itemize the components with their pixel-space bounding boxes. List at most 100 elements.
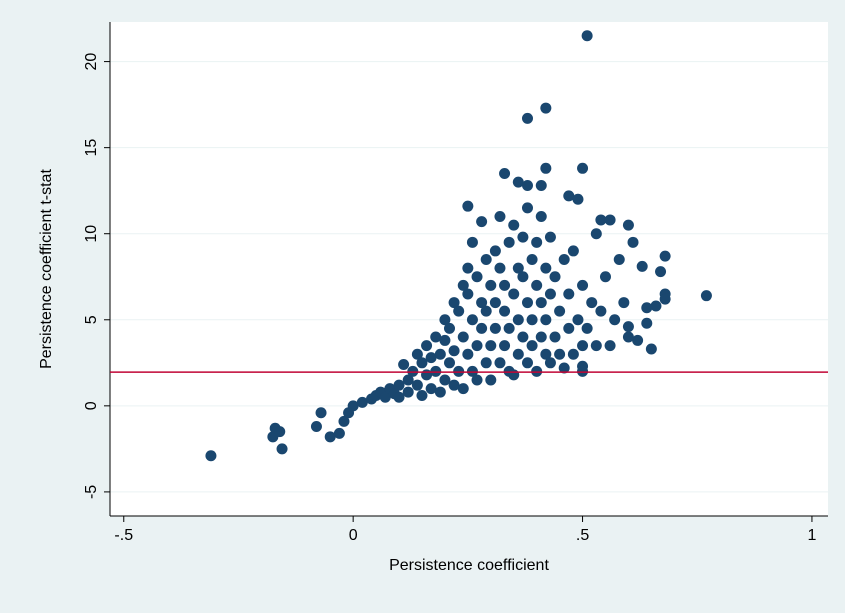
point <box>494 262 506 274</box>
point <box>609 314 621 326</box>
point <box>627 236 639 248</box>
point <box>577 162 589 174</box>
point <box>645 343 657 355</box>
point <box>563 322 575 334</box>
point <box>590 228 602 240</box>
point <box>466 314 478 326</box>
point <box>577 340 589 352</box>
point <box>508 288 520 300</box>
point <box>540 314 552 326</box>
point <box>595 214 607 226</box>
point <box>416 390 428 402</box>
point <box>540 102 552 114</box>
point <box>421 340 433 352</box>
point <box>480 254 492 266</box>
point <box>622 219 634 231</box>
point <box>508 369 520 381</box>
point <box>356 396 368 408</box>
point <box>531 279 543 291</box>
point <box>535 297 547 309</box>
point <box>535 180 547 192</box>
point <box>439 374 451 386</box>
point <box>581 322 593 334</box>
point <box>517 231 529 243</box>
point <box>659 293 671 305</box>
point <box>544 288 556 300</box>
y-tick-label: 20 <box>83 53 100 71</box>
point <box>499 305 511 317</box>
point <box>448 379 460 391</box>
point <box>563 190 575 202</box>
point <box>567 348 579 360</box>
point <box>485 374 497 386</box>
point <box>512 176 524 188</box>
point <box>540 162 552 174</box>
point <box>499 279 511 291</box>
point <box>425 352 437 364</box>
x-axis-title: Persistence coefficient <box>389 557 549 574</box>
point <box>324 431 336 443</box>
point <box>655 266 667 278</box>
point <box>462 288 474 300</box>
point <box>485 279 497 291</box>
point <box>622 321 634 333</box>
point <box>521 112 533 124</box>
y-tick-label: 10 <box>83 225 100 243</box>
point <box>434 348 446 360</box>
point <box>402 386 414 398</box>
point <box>512 348 524 360</box>
point <box>276 443 288 455</box>
point <box>517 331 529 343</box>
point <box>466 236 478 248</box>
point <box>444 322 456 334</box>
point <box>512 314 524 326</box>
point <box>205 450 217 462</box>
point <box>347 400 359 412</box>
point <box>526 340 538 352</box>
point <box>586 297 598 309</box>
point <box>398 359 410 371</box>
point <box>457 383 469 395</box>
point <box>599 271 611 283</box>
point <box>567 245 579 257</box>
point <box>549 271 561 283</box>
point <box>379 391 391 403</box>
point <box>581 30 593 42</box>
point <box>535 211 547 223</box>
point <box>439 334 451 346</box>
point <box>604 340 616 352</box>
point <box>448 297 460 309</box>
x-tick-label: .5 <box>576 527 589 544</box>
point <box>590 340 602 352</box>
point <box>521 297 533 309</box>
point <box>521 202 533 214</box>
point <box>531 236 543 248</box>
point <box>577 279 589 291</box>
point <box>540 348 552 360</box>
point <box>393 391 405 403</box>
point <box>462 262 474 274</box>
point <box>549 331 561 343</box>
point <box>512 262 524 274</box>
point <box>526 254 538 266</box>
point <box>485 340 497 352</box>
point <box>558 362 570 374</box>
point <box>476 322 488 334</box>
point <box>613 254 625 266</box>
point <box>544 231 556 243</box>
x-tick-label: 0 <box>349 527 358 544</box>
y-tick-label: -5 <box>83 485 100 499</box>
point <box>416 357 428 369</box>
point <box>402 374 414 386</box>
point <box>315 407 327 419</box>
point <box>641 302 653 314</box>
point <box>554 348 566 360</box>
point <box>526 314 538 326</box>
point <box>517 271 529 283</box>
point <box>310 420 322 432</box>
point <box>503 236 515 248</box>
point <box>572 314 584 326</box>
point <box>494 211 506 223</box>
point <box>572 193 584 205</box>
